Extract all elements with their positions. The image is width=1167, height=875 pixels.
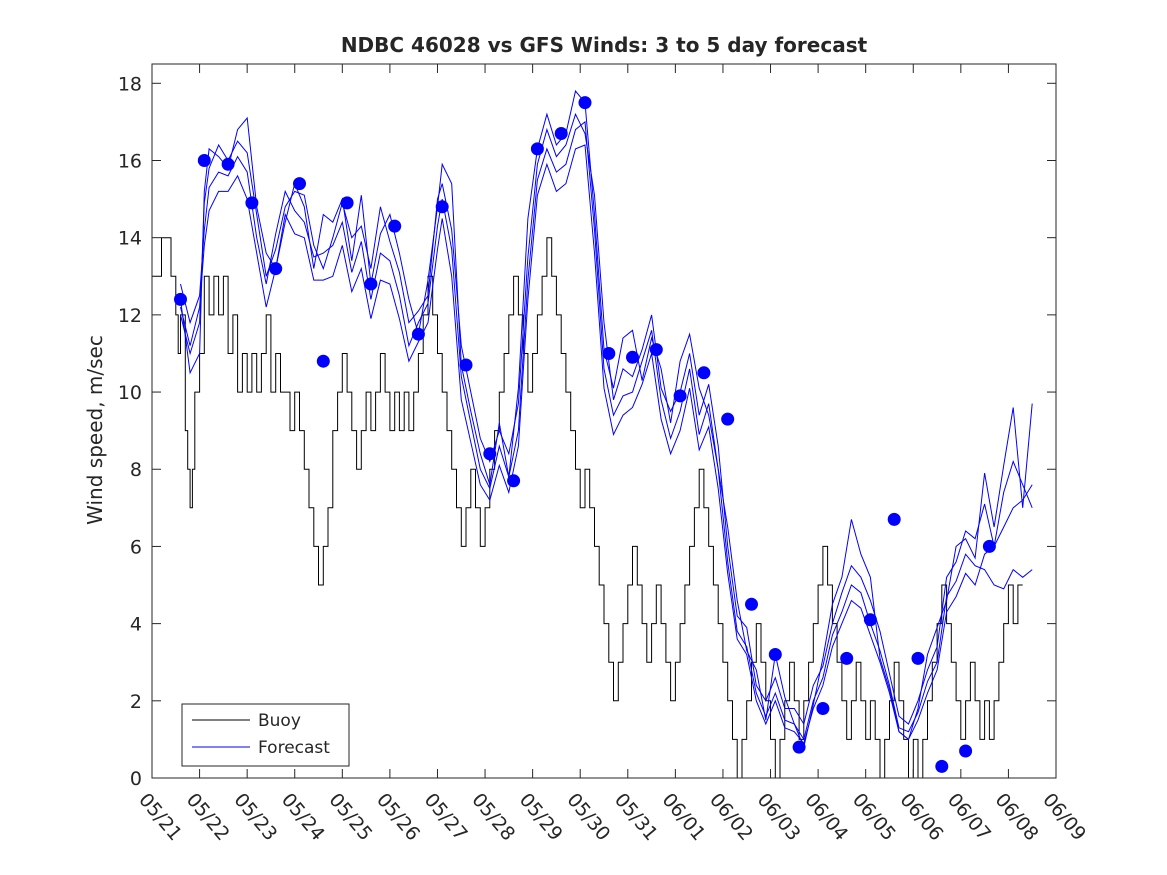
y-tick-label: 4 xyxy=(130,614,142,636)
forecast-marker xyxy=(174,292,187,306)
forecast-marker xyxy=(673,389,687,403)
x-tick-label: 05/28 xyxy=(467,789,519,845)
x-tick-label: 06/03 xyxy=(753,789,805,845)
forecast-series-line-3 xyxy=(180,120,1033,741)
forecast-marker xyxy=(269,262,283,276)
forecast-marker xyxy=(459,358,473,372)
y-tick-label: 10 xyxy=(118,382,142,404)
forecast-marker xyxy=(507,474,521,488)
legend-box xyxy=(181,703,350,767)
forecast-marker xyxy=(388,219,402,233)
forecast-marker xyxy=(435,200,449,214)
x-tick-label: 05/24 xyxy=(277,789,329,845)
forecast-marker xyxy=(649,343,663,357)
x-tick-label: 05/23 xyxy=(229,789,281,845)
forecast-marker xyxy=(245,196,259,210)
legend-forecast-label: Forecast xyxy=(258,738,330,758)
x-tick-label: 05/26 xyxy=(372,789,424,845)
x-tick-label: 05/30 xyxy=(562,789,614,845)
x-tick-label: 06/05 xyxy=(848,789,900,845)
x-tick-label: 05/27 xyxy=(420,789,472,845)
forecast-marker xyxy=(530,142,544,156)
forecast-marker xyxy=(602,347,616,360)
forecast-marker xyxy=(364,277,378,291)
legend: Buoy Forecast xyxy=(181,703,350,767)
plot-area xyxy=(152,89,1033,779)
x-tick-label: 05/21 xyxy=(134,789,186,845)
x-tick-label: 06/08 xyxy=(991,789,1043,845)
x-tick-label: 06/02 xyxy=(705,789,757,845)
y-tick-label: 18 xyxy=(118,73,142,95)
forecast-marker xyxy=(745,597,758,611)
forecast-marker xyxy=(483,447,497,461)
x-tick-label: 06/09 xyxy=(1038,789,1090,845)
y-tick-label: 6 xyxy=(130,536,142,558)
x-tick-label: 05/29 xyxy=(515,789,567,845)
forecast-marker xyxy=(316,354,330,368)
forecast-marker xyxy=(840,651,854,665)
forecast-marker xyxy=(578,96,592,110)
forecast-series-line-1 xyxy=(180,89,1033,749)
x-tick-label: 06/04 xyxy=(800,789,852,845)
chart-title: NDBC 46028 vs GFS Winds: 3 to 5 day fore… xyxy=(341,33,868,57)
x-tick-label: 06/07 xyxy=(943,789,995,845)
y-axis-label: Wind speed, m/sec xyxy=(83,335,107,525)
y-tick-label: 0 xyxy=(130,768,142,790)
forecast-marker xyxy=(340,196,354,210)
x-tick-label: 05/22 xyxy=(182,789,234,845)
plot-frame xyxy=(151,63,1057,779)
forecast-marker xyxy=(197,154,211,167)
x-tick-label: 05/25 xyxy=(324,789,376,845)
forecast-marker xyxy=(554,127,568,140)
y-tick-label: 16 xyxy=(118,150,142,172)
forecast-marker xyxy=(221,157,235,171)
forecast-marker xyxy=(935,759,949,773)
forecast-marker xyxy=(293,177,306,191)
forecast-marker xyxy=(911,651,925,665)
forecast-series-line-2 xyxy=(180,112,1033,726)
y-tick-label: 2 xyxy=(130,691,142,713)
forecast-marker xyxy=(697,366,711,380)
x-tick-label: 06/06 xyxy=(895,789,947,845)
forecast-marker xyxy=(768,648,782,661)
forecast-marker xyxy=(626,350,639,364)
forecast-marker xyxy=(816,702,830,715)
forecast-marker xyxy=(887,512,901,526)
forecast-marker xyxy=(959,744,973,758)
forecast-marker xyxy=(721,412,735,426)
y-tick-label: 8 xyxy=(130,459,142,481)
forecast-marker xyxy=(863,613,877,627)
legend-buoy-label: Buoy xyxy=(258,711,301,731)
x-tick-label: 05/31 xyxy=(610,789,662,845)
forecast-series-line-4 xyxy=(180,144,1033,745)
y-tick-label: 12 xyxy=(118,305,142,327)
forecast-marker xyxy=(411,327,425,341)
forecast-marker xyxy=(792,740,806,754)
x-tick-label: 06/01 xyxy=(658,789,710,845)
forecast-marker xyxy=(982,539,996,553)
y-tick-label: 14 xyxy=(118,228,142,250)
buoy-series-line xyxy=(152,237,1023,779)
